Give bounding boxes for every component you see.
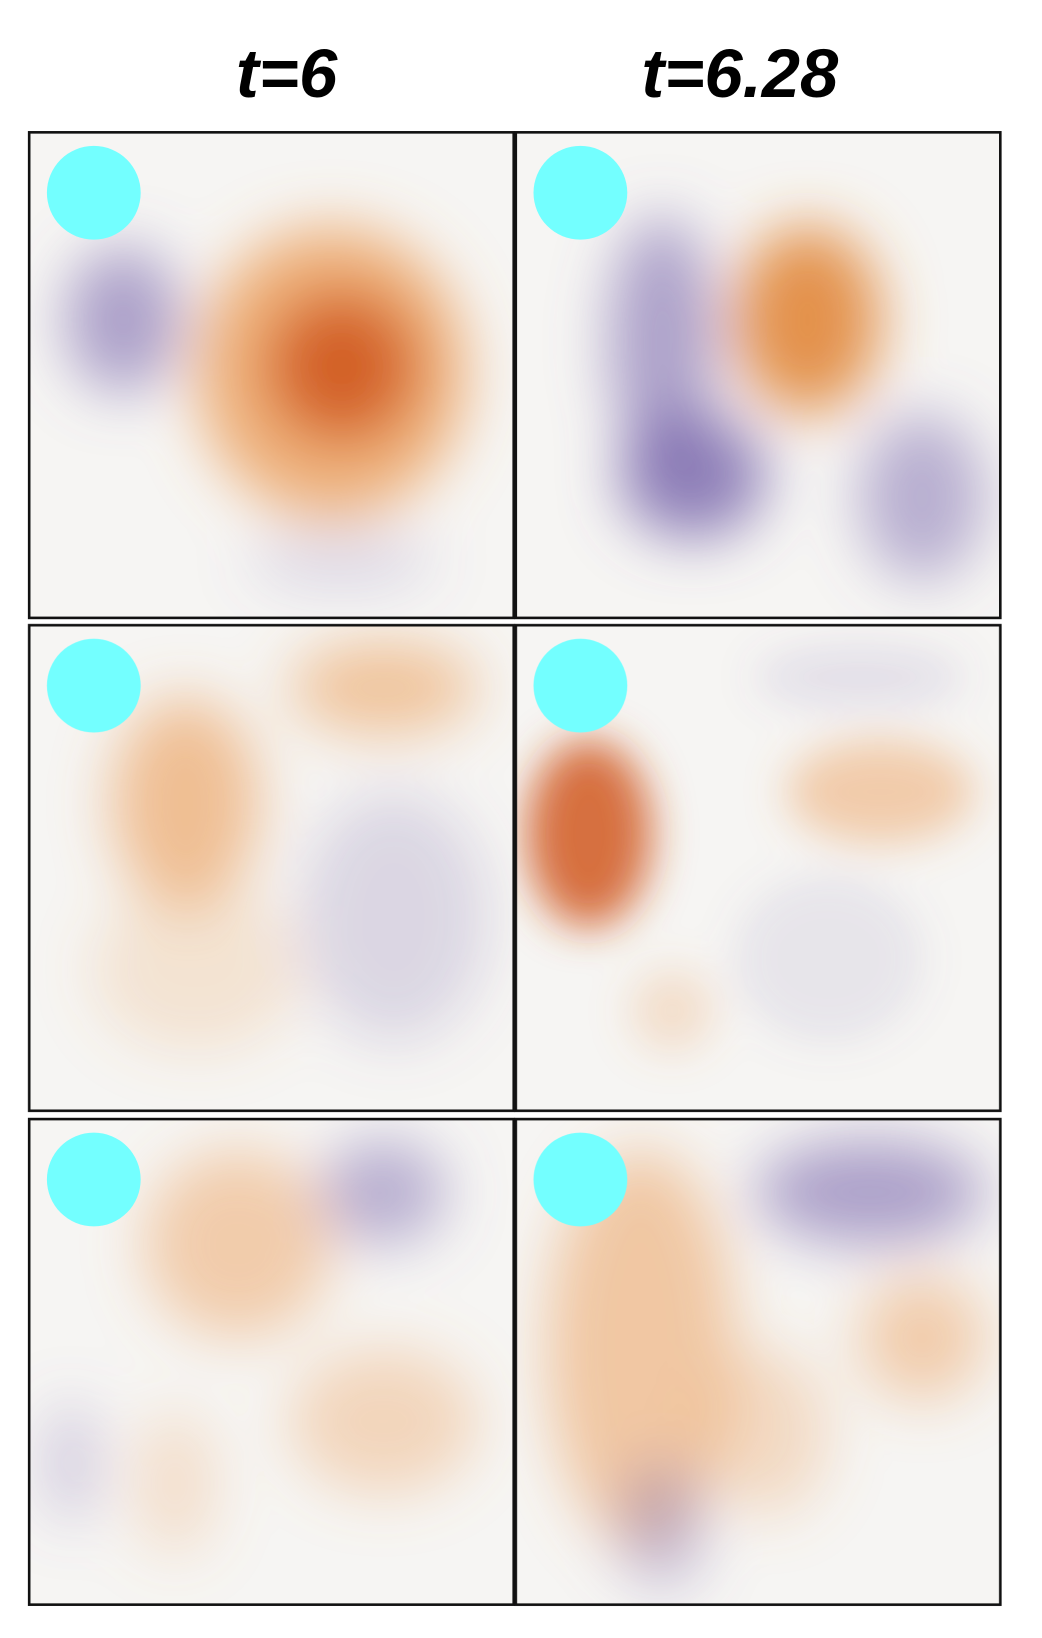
panel bbox=[27, 131, 516, 620]
column-title: t=6.28 bbox=[641, 35, 839, 112]
panel bbox=[27, 1117, 516, 1606]
panel bbox=[514, 1117, 1002, 1606]
panel bbox=[514, 623, 1002, 1113]
panel bbox=[514, 131, 1002, 620]
column-title: t=6 bbox=[236, 35, 338, 112]
panel bbox=[27, 623, 516, 1113]
